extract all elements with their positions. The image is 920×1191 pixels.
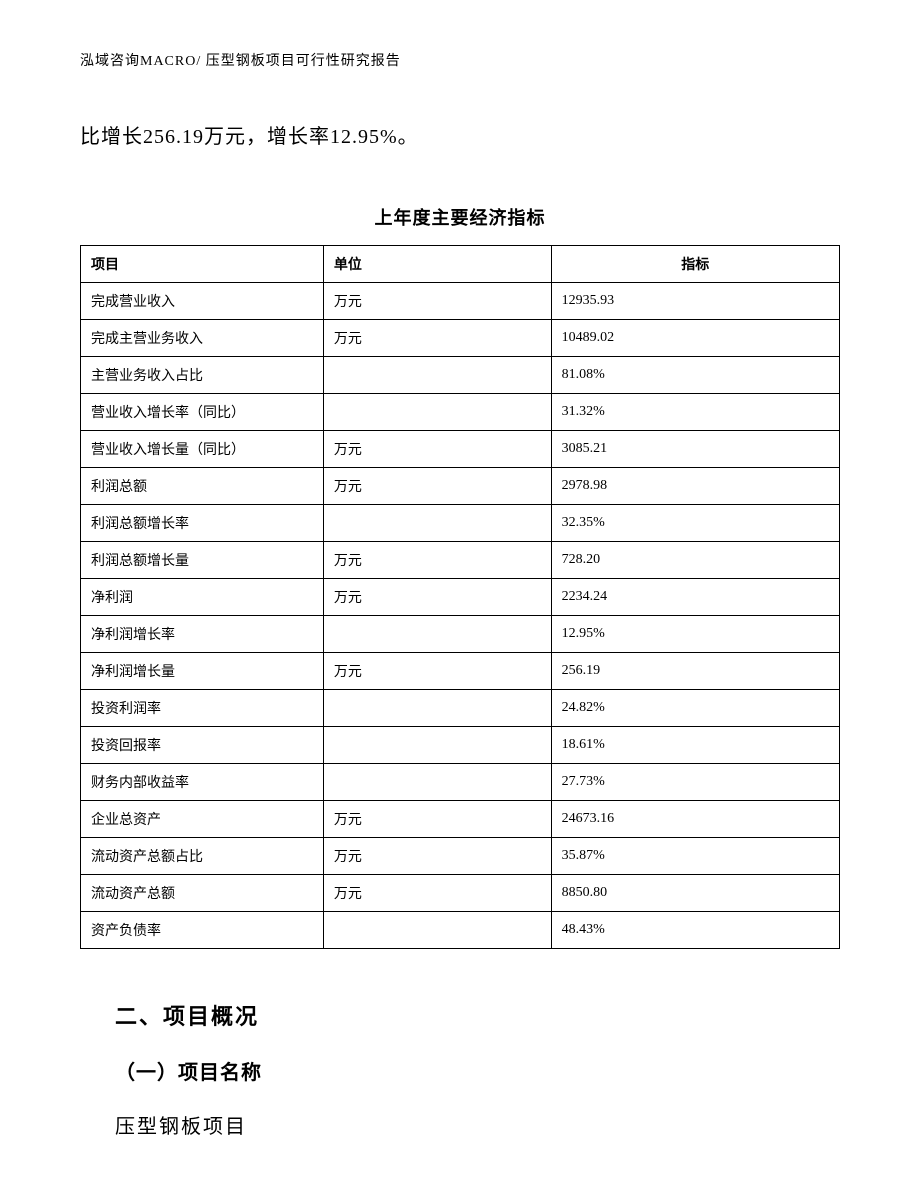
column-header-indicator: 指标 (551, 246, 839, 283)
table-cell (323, 764, 551, 801)
table-cell: 2234.24 (551, 579, 839, 616)
table-cell: 企业总资产 (81, 801, 324, 838)
column-header-item: 项目 (81, 246, 324, 283)
table-row: 净利润增长量万元256.19 (81, 653, 840, 690)
table-cell: 投资回报率 (81, 727, 324, 764)
table-cell: 万元 (323, 320, 551, 357)
table-cell (323, 727, 551, 764)
table-cell: 万元 (323, 875, 551, 912)
table-row: 利润总额增长率 32.35% (81, 505, 840, 542)
table-cell: 10489.02 (551, 320, 839, 357)
table-cell: 万元 (323, 801, 551, 838)
table-cell: 万元 (323, 431, 551, 468)
table-row: 财务内部收益率 27.73% (81, 764, 840, 801)
table-cell: 256.19 (551, 653, 839, 690)
table-row: 主营业务收入占比 81.08% (81, 357, 840, 394)
table-row: 完成营业收入万元12935.93 (81, 283, 840, 320)
table-cell: 35.87% (551, 838, 839, 875)
table-cell (323, 357, 551, 394)
doc-title: 压型钢板项目可行性研究报告 (206, 54, 401, 69)
table-cell: 8850.80 (551, 875, 839, 912)
table-cell (323, 616, 551, 653)
table-cell: 完成主营业务收入 (81, 320, 324, 357)
table-cell: 48.43% (551, 912, 839, 949)
table-row: 投资回报率 18.61% (81, 727, 840, 764)
table-cell: 18.61% (551, 727, 839, 764)
table-cell: 万元 (323, 653, 551, 690)
table-cell: 净利润增长率 (81, 616, 324, 653)
table-cell: 净利润增长量 (81, 653, 324, 690)
table-cell: 12.95% (551, 616, 839, 653)
table-cell: 万元 (323, 838, 551, 875)
project-name-text: 压型钢板项目 (115, 1110, 840, 1139)
table-row: 营业收入增长量（同比）万元3085.21 (81, 431, 840, 468)
table-row: 资产负债率 48.43% (81, 912, 840, 949)
table-row: 企业总资产万元24673.16 (81, 801, 840, 838)
table-cell: 投资利润率 (81, 690, 324, 727)
subsection-heading: （一）项目名称 (115, 1056, 840, 1085)
table-cell: 净利润 (81, 579, 324, 616)
table-row: 营业收入增长率（同比） 31.32% (81, 394, 840, 431)
table-cell (323, 912, 551, 949)
table-cell: 12935.93 (551, 283, 839, 320)
table-cell: 完成营业收入 (81, 283, 324, 320)
table-row: 投资利润率 24.82% (81, 690, 840, 727)
table-cell: 32.35% (551, 505, 839, 542)
table-cell: 利润总额增长量 (81, 542, 324, 579)
section-heading: 二、项目概况 (115, 999, 840, 1031)
intro-paragraph: 比增长256.19万元，增长率12.95%。 (80, 120, 840, 149)
table-row: 完成主营业务收入万元10489.02 (81, 320, 840, 357)
table-cell: 利润总额 (81, 468, 324, 505)
column-header-unit: 单位 (323, 246, 551, 283)
table-cell: 24673.16 (551, 801, 839, 838)
table-row: 流动资产总额占比万元35.87% (81, 838, 840, 875)
table-cell: 营业收入增长量（同比） (81, 431, 324, 468)
table-cell: 2978.98 (551, 468, 839, 505)
table-cell: 81.08% (551, 357, 839, 394)
table-cell: 万元 (323, 468, 551, 505)
table-cell (323, 690, 551, 727)
table-cell: 利润总额增长率 (81, 505, 324, 542)
table-cell: 流动资产总额占比 (81, 838, 324, 875)
table-cell (323, 394, 551, 431)
table-row: 流动资产总额万元8850.80 (81, 875, 840, 912)
company-name: 泓域咨询MACRO/ (80, 54, 201, 69)
table-cell: 万元 (323, 283, 551, 320)
page-header: 泓域咨询MACRO/ 压型钢板项目可行性研究报告 (80, 50, 840, 70)
table-cell: 营业收入增长率（同比） (81, 394, 324, 431)
table-row: 净利润增长率 12.95% (81, 616, 840, 653)
table-cell: 24.82% (551, 690, 839, 727)
table-row: 净利润万元2234.24 (81, 579, 840, 616)
table-cell: 万元 (323, 579, 551, 616)
table-cell: 27.73% (551, 764, 839, 801)
table-title: 上年度主要经济指标 (80, 204, 840, 230)
table-row: 利润总额万元2978.98 (81, 468, 840, 505)
table-cell: 流动资产总额 (81, 875, 324, 912)
table-cell: 31.32% (551, 394, 839, 431)
table-cell: 财务内部收益率 (81, 764, 324, 801)
table-header-row: 项目 单位 指标 (81, 246, 840, 283)
table-cell (323, 505, 551, 542)
table-cell: 万元 (323, 542, 551, 579)
table-cell: 主营业务收入占比 (81, 357, 324, 394)
table-cell: 资产负债率 (81, 912, 324, 949)
table-body: 完成营业收入万元12935.93完成主营业务收入万元10489.02主营业务收入… (81, 283, 840, 949)
table-row: 利润总额增长量万元728.20 (81, 542, 840, 579)
table-cell: 3085.21 (551, 431, 839, 468)
table-cell: 728.20 (551, 542, 839, 579)
economic-indicators-table: 项目 单位 指标 完成营业收入万元12935.93完成主营业务收入万元10489… (80, 245, 840, 949)
